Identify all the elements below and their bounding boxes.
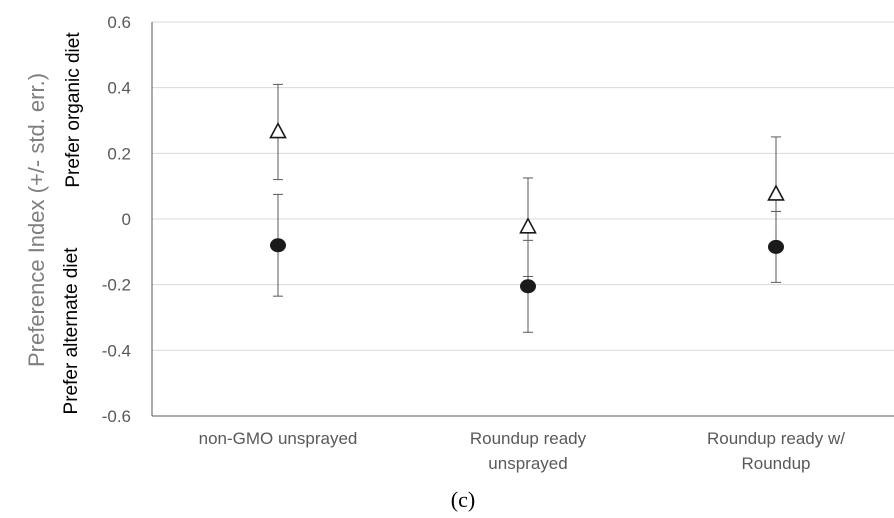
y-tick-label: 0.2	[107, 144, 131, 163]
series-filled-circle	[270, 193, 784, 333]
axes	[151, 22, 894, 417]
y-tick-label: 0.4	[107, 79, 131, 98]
y-axis-label: Preference Index (+/- std. err.)	[24, 73, 49, 367]
gridlines	[152, 21, 894, 351]
x-category-label: non-GMO unsprayed	[199, 429, 358, 448]
y-axis-label-lower: Prefer alternate diet	[61, 247, 82, 415]
data-point-circle	[520, 279, 536, 294]
x-category-labels: non-GMO unsprayed Roundup ready unsprayed R…	[199, 429, 846, 473]
data-point-circle	[768, 239, 784, 254]
y-tick-labels: 0.6 0.4 0.2 0 -0.2 -0.4 -0.6	[102, 13, 131, 426]
y-tick-label: -0.6	[102, 407, 131, 426]
y-tick-label: 0	[122, 210, 131, 229]
y-axis-label-upper: Prefer organic diet	[63, 32, 84, 188]
x-category-label: unsprayed	[488, 454, 567, 473]
data-point-triangle	[269, 121, 287, 139]
y-tick-label: -0.2	[102, 276, 131, 295]
panel-label: (c)	[451, 487, 475, 512]
data-point-triangle	[767, 184, 785, 201]
data-point-circle	[270, 238, 286, 253]
data-series	[269, 83, 785, 333]
x-category-label: Roundup ready w/	[707, 429, 845, 448]
y-tick-label: 0.6	[107, 13, 131, 32]
series-open-triangle	[269, 83, 785, 277]
x-category-label: Roundup	[741, 454, 810, 473]
y-tick-label: -0.4	[102, 341, 131, 360]
data-point-triangle	[519, 217, 537, 234]
x-category-label: Roundup ready	[470, 429, 587, 448]
